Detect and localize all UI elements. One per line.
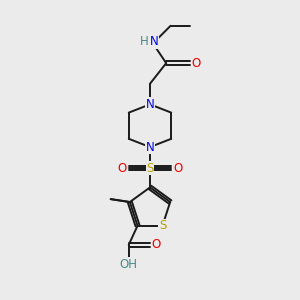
Text: O: O — [152, 238, 161, 251]
Text: OH: OH — [120, 257, 138, 271]
Text: S: S — [146, 162, 154, 175]
Text: N: N — [146, 141, 154, 154]
Text: N: N — [150, 35, 159, 48]
Text: H: H — [140, 34, 149, 48]
Text: O: O — [173, 162, 182, 175]
Text: S: S — [159, 219, 166, 232]
Text: O: O — [118, 162, 127, 175]
Text: O: O — [192, 57, 201, 70]
Text: N: N — [146, 98, 154, 111]
